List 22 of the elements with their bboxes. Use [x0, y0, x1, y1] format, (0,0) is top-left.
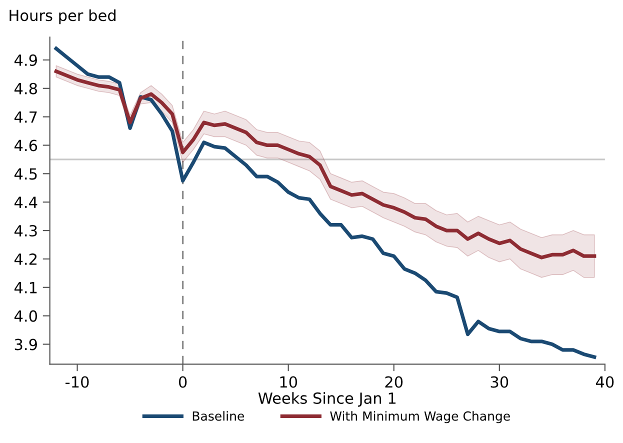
- y-tick-label: 4.5: [14, 168, 37, 180]
- x-tick-label: 40: [596, 376, 614, 388]
- x-tick-label: 0: [178, 376, 187, 388]
- y-tick-label: 4.4: [14, 196, 38, 208]
- line-series: [54, 46, 596, 359]
- legend-label: Baseline: [192, 411, 244, 421]
- y-tick-label: 3.9: [14, 338, 37, 350]
- y-axis-title: Hours per bed: [10, 9, 116, 24]
- x-axis-title: Weeks Since Jan 1: [258, 392, 396, 407]
- y-tick-label: 4.0: [14, 310, 38, 322]
- y-tick-label: 4.2: [14, 253, 37, 265]
- x-tick-label: 30: [490, 376, 508, 388]
- x-tick-label: 20: [385, 376, 403, 388]
- x-tick-label: 10: [280, 376, 298, 388]
- y-tick-label: 4.7: [14, 111, 37, 123]
- y-tick-label: 4.8: [14, 82, 37, 94]
- y-tick-label: 4.3: [14, 224, 37, 237]
- x-tick-label: -10: [66, 376, 89, 388]
- y-tick-label: 4.6: [14, 140, 38, 152]
- y-tick-label: 4.9: [14, 54, 37, 66]
- y-tick-label: 4.1: [14, 282, 37, 294]
- legend-label: With Minimum Wage Change: [330, 411, 510, 424]
